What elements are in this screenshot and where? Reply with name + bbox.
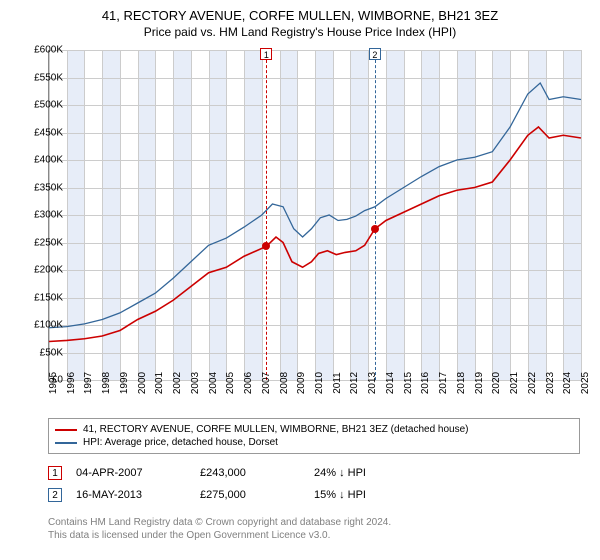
- legend-swatch-red: [55, 429, 77, 431]
- x-axis-label: 2007: [261, 372, 272, 394]
- footer-attribution: Contains HM Land Registry data © Crown c…: [48, 516, 580, 542]
- plot-area: 12: [48, 50, 581, 381]
- y-axis-label: £250K: [18, 237, 63, 248]
- chart-svg: [49, 50, 581, 380]
- x-axis-label: 2022: [527, 372, 538, 394]
- x-axis-label: 2004: [208, 372, 219, 394]
- x-axis-label: 1998: [101, 372, 112, 394]
- x-axis-label: 2013: [367, 372, 378, 394]
- sales-row-price: £275,000: [200, 489, 300, 501]
- x-axis-label: 2024: [562, 372, 573, 394]
- x-axis-label: 2017: [438, 372, 449, 394]
- footer-line2: This data is licensed under the Open Gov…: [48, 529, 580, 542]
- sales-row-delta: 24% ↓ HPI: [314, 467, 424, 479]
- x-axis-label: 2019: [474, 372, 485, 394]
- legend-row-price-paid: 41, RECTORY AVENUE, CORFE MULLEN, WIMBOR…: [55, 423, 573, 436]
- series-price_paid: [49, 127, 581, 342]
- sales-row-delta: 15% ↓ HPI: [314, 489, 424, 501]
- legend-box: 41, RECTORY AVENUE, CORFE MULLEN, WIMBOR…: [48, 418, 580, 454]
- title-block: 41, RECTORY AVENUE, CORFE MULLEN, WIMBOR…: [0, 0, 600, 39]
- x-axis-label: 2003: [190, 372, 201, 394]
- x-axis-label: 1997: [83, 372, 94, 394]
- y-axis-label: £550K: [18, 72, 63, 83]
- y-axis-label: £450K: [18, 127, 63, 138]
- sales-row-index: 1: [48, 466, 62, 480]
- legend-label-hpi: HPI: Average price, detached house, Dors…: [83, 437, 278, 448]
- x-axis-label: 2005: [225, 372, 236, 394]
- x-axis-label: 1995: [48, 372, 59, 394]
- sale-marker-badge: 1: [260, 48, 272, 60]
- x-axis-label: 2018: [456, 372, 467, 394]
- x-axis-label: 2014: [385, 372, 396, 394]
- y-axis-label: £100K: [18, 320, 63, 331]
- x-axis-label: 2021: [509, 372, 520, 394]
- x-axis-label: 2001: [154, 372, 165, 394]
- sale-marker-line: [266, 50, 267, 380]
- y-axis-label: £400K: [18, 155, 63, 166]
- sales-row: 1 04-APR-2007 £243,000 24% ↓ HPI: [48, 462, 580, 484]
- chart-container: 41, RECTORY AVENUE, CORFE MULLEN, WIMBOR…: [0, 0, 600, 560]
- gridline-v: [581, 50, 582, 380]
- x-axis-label: 2010: [314, 372, 325, 394]
- sales-row-date: 16-MAY-2013: [76, 489, 186, 501]
- x-axis-label: 2000: [137, 372, 148, 394]
- sale-marker-badge: 2: [369, 48, 381, 60]
- chart-title-address: 41, RECTORY AVENUE, CORFE MULLEN, WIMBOR…: [0, 8, 600, 23]
- sale-marker-dot: [371, 225, 379, 233]
- x-axis-label: 2006: [243, 372, 254, 394]
- y-axis-label: £600K: [18, 45, 63, 56]
- y-axis-label: £150K: [18, 292, 63, 303]
- x-axis-label: 2016: [420, 372, 431, 394]
- y-axis-label: £200K: [18, 265, 63, 276]
- x-axis-label: 2015: [403, 372, 414, 394]
- x-axis-label: 2008: [279, 372, 290, 394]
- x-axis-label: 2025: [580, 372, 591, 394]
- sale-marker-line: [375, 50, 376, 380]
- x-axis-label: 2011: [332, 372, 343, 394]
- series-hpi: [49, 83, 581, 328]
- x-axis-label: 1999: [119, 372, 130, 394]
- y-axis-label: £300K: [18, 210, 63, 221]
- x-axis-label: 2012: [349, 372, 360, 394]
- legend-swatch-blue: [55, 442, 77, 444]
- y-axis-label: £350K: [18, 182, 63, 193]
- y-axis-label: £500K: [18, 100, 63, 111]
- sales-row-index: 2: [48, 488, 62, 502]
- y-axis-label: £50K: [18, 347, 63, 358]
- x-axis-label: 2023: [545, 372, 556, 394]
- sales-table: 1 04-APR-2007 £243,000 24% ↓ HPI 2 16-MAY-201…: [48, 462, 580, 506]
- legend-row-hpi: HPI: Average price, detached house, Dors…: [55, 436, 573, 449]
- sales-row-date: 04-APR-2007: [76, 467, 186, 479]
- sales-row-price: £243,000: [200, 467, 300, 479]
- x-axis-label: 2020: [491, 372, 502, 394]
- chart-subtitle: Price paid vs. HM Land Registry's House …: [0, 25, 600, 39]
- sales-row: 2 16-MAY-2013 £275,000 15% ↓ HPI: [48, 484, 580, 506]
- legend-label-price-paid: 41, RECTORY AVENUE, CORFE MULLEN, WIMBOR…: [83, 424, 469, 435]
- sale-marker-dot: [262, 242, 270, 250]
- x-axis-label: 2002: [172, 372, 183, 394]
- footer-line1: Contains HM Land Registry data © Crown c…: [48, 516, 580, 529]
- x-axis-label: 1996: [66, 372, 77, 394]
- x-axis-label: 2009: [296, 372, 307, 394]
